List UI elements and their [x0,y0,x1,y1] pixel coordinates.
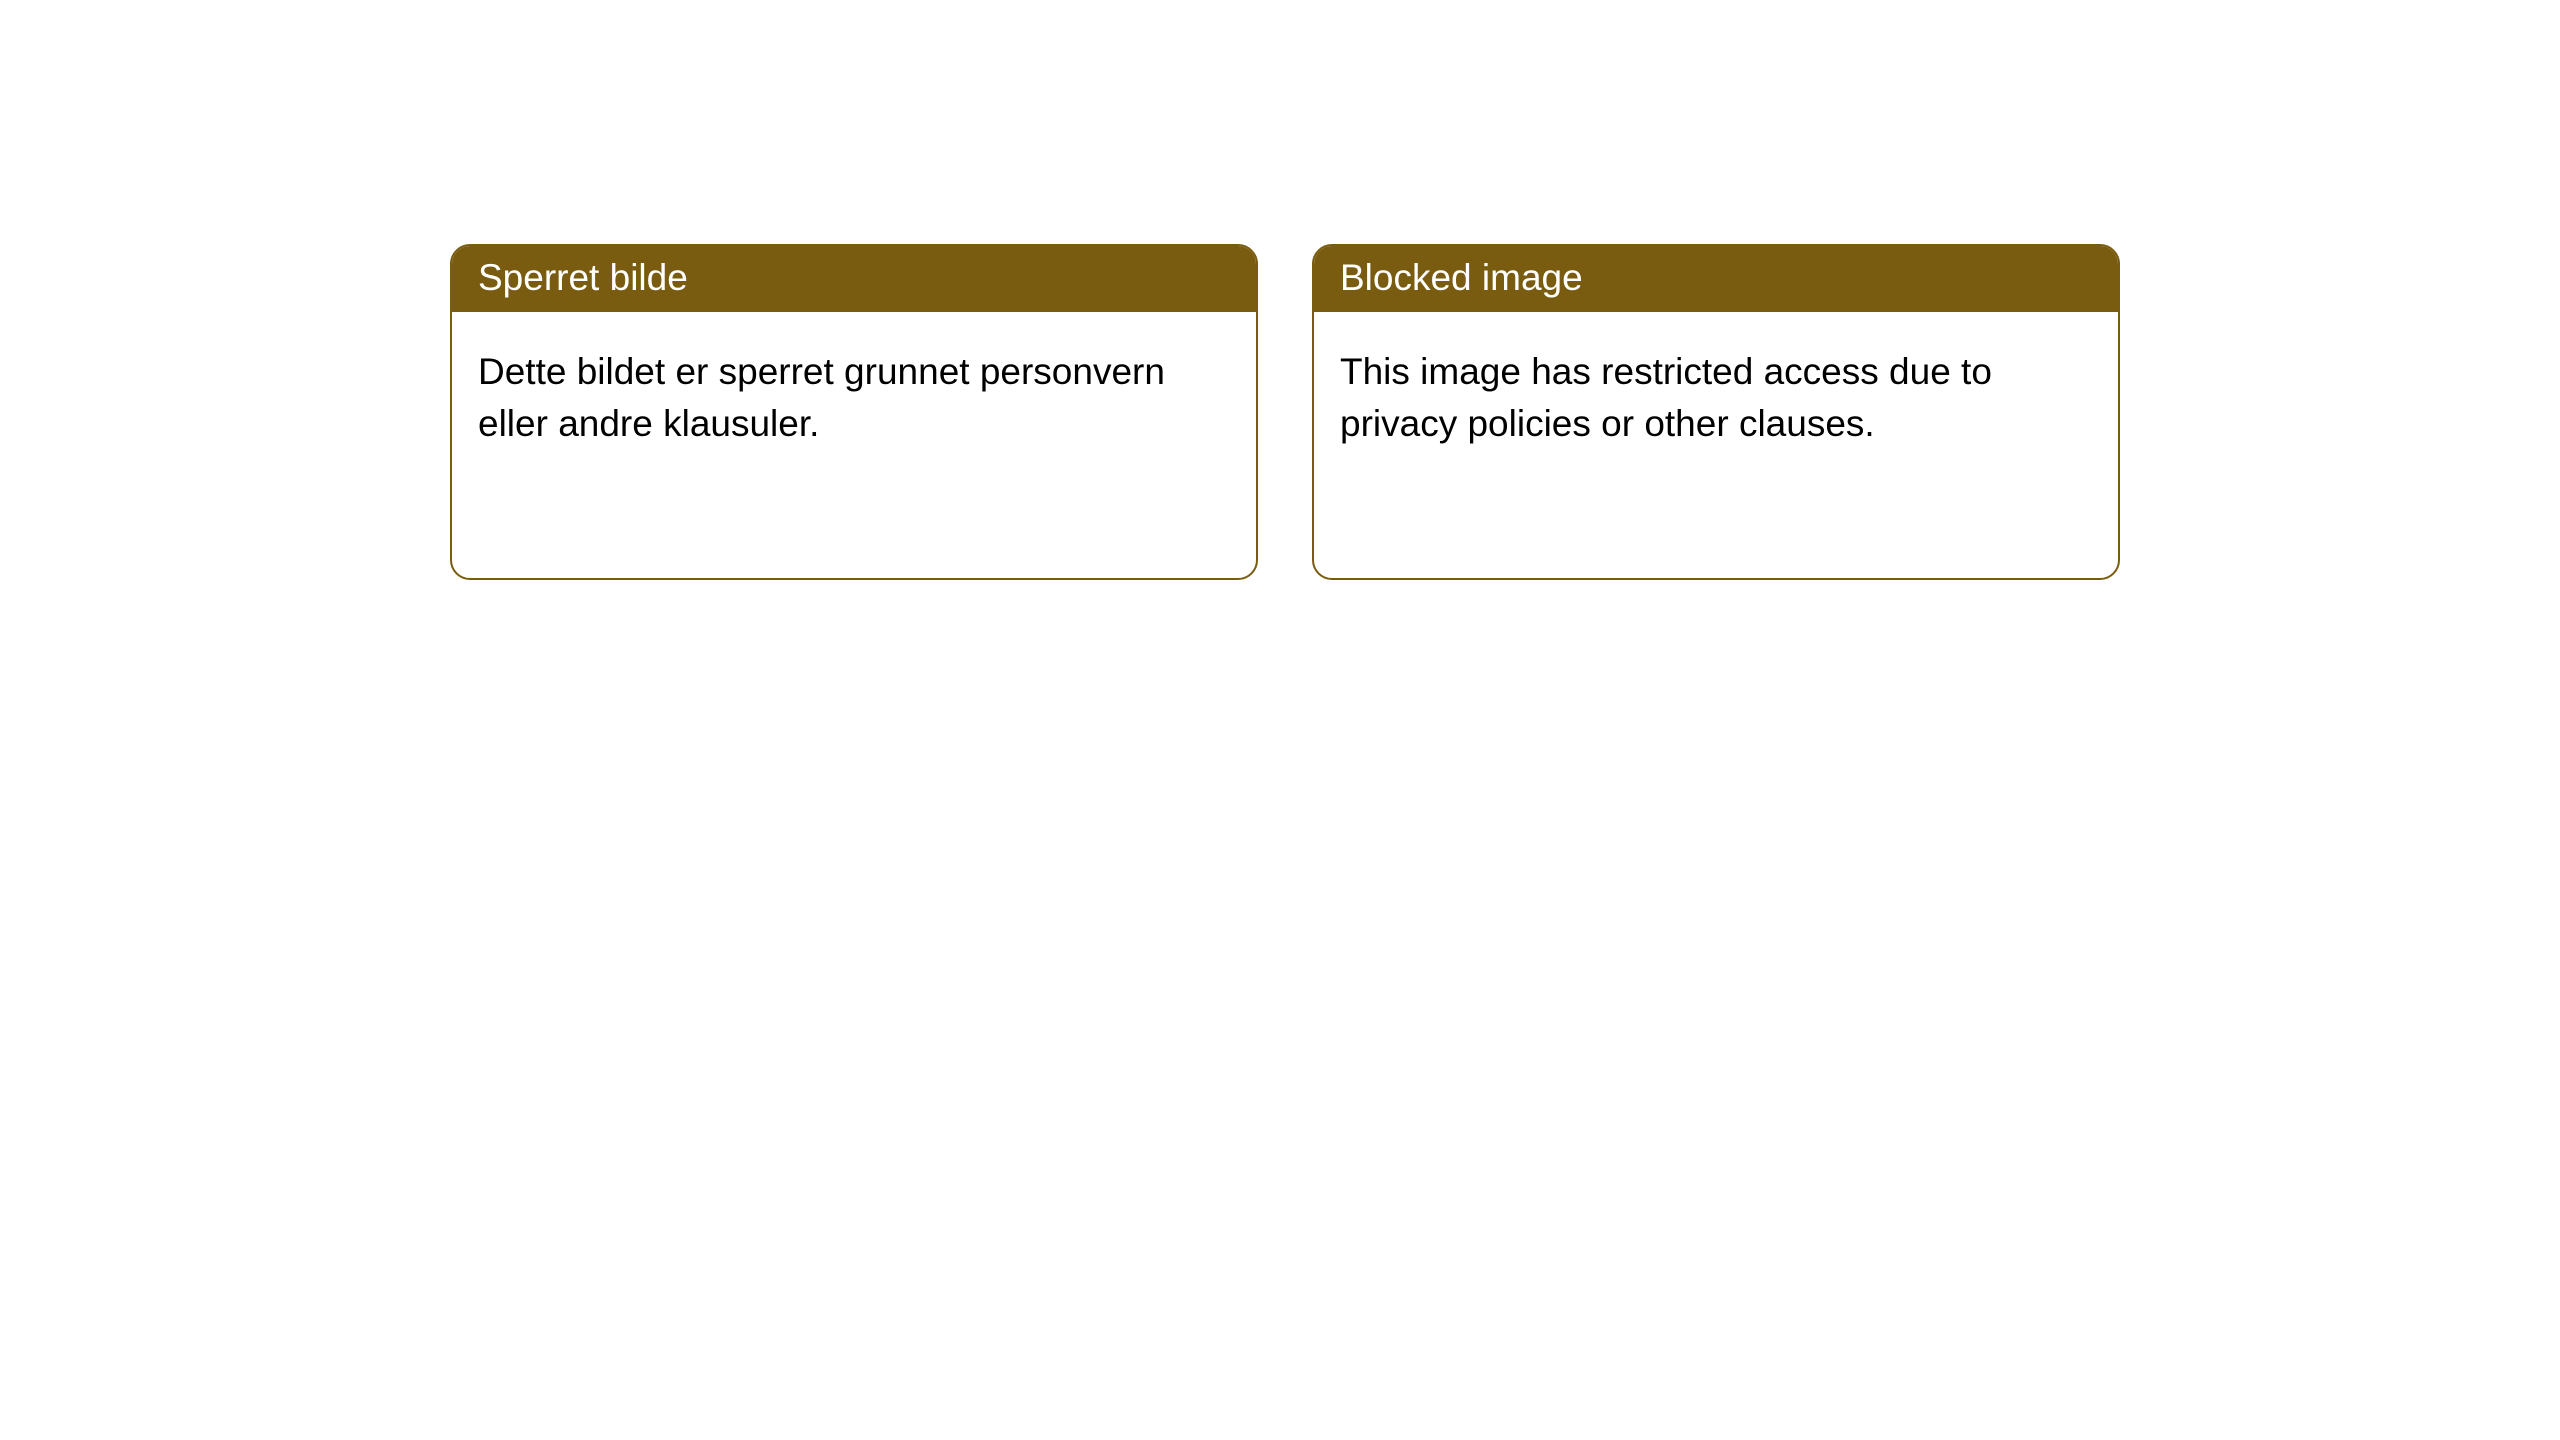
notice-card-english: Blocked image This image has restricted … [1312,244,2120,580]
card-body: This image has restricted access due to … [1314,312,2118,484]
card-header: Sperret bilde [452,246,1256,312]
card-title: Blocked image [1340,257,1583,298]
card-header: Blocked image [1314,246,2118,312]
notice-cards-container: Sperret bilde Dette bildet er sperret gr… [0,0,2560,580]
card-body: Dette bildet er sperret grunnet personve… [452,312,1256,484]
card-title: Sperret bilde [478,257,688,298]
notice-card-norwegian: Sperret bilde Dette bildet er sperret gr… [450,244,1258,580]
card-body-text: Dette bildet er sperret grunnet personve… [478,351,1165,444]
card-body-text: This image has restricted access due to … [1340,351,1992,444]
